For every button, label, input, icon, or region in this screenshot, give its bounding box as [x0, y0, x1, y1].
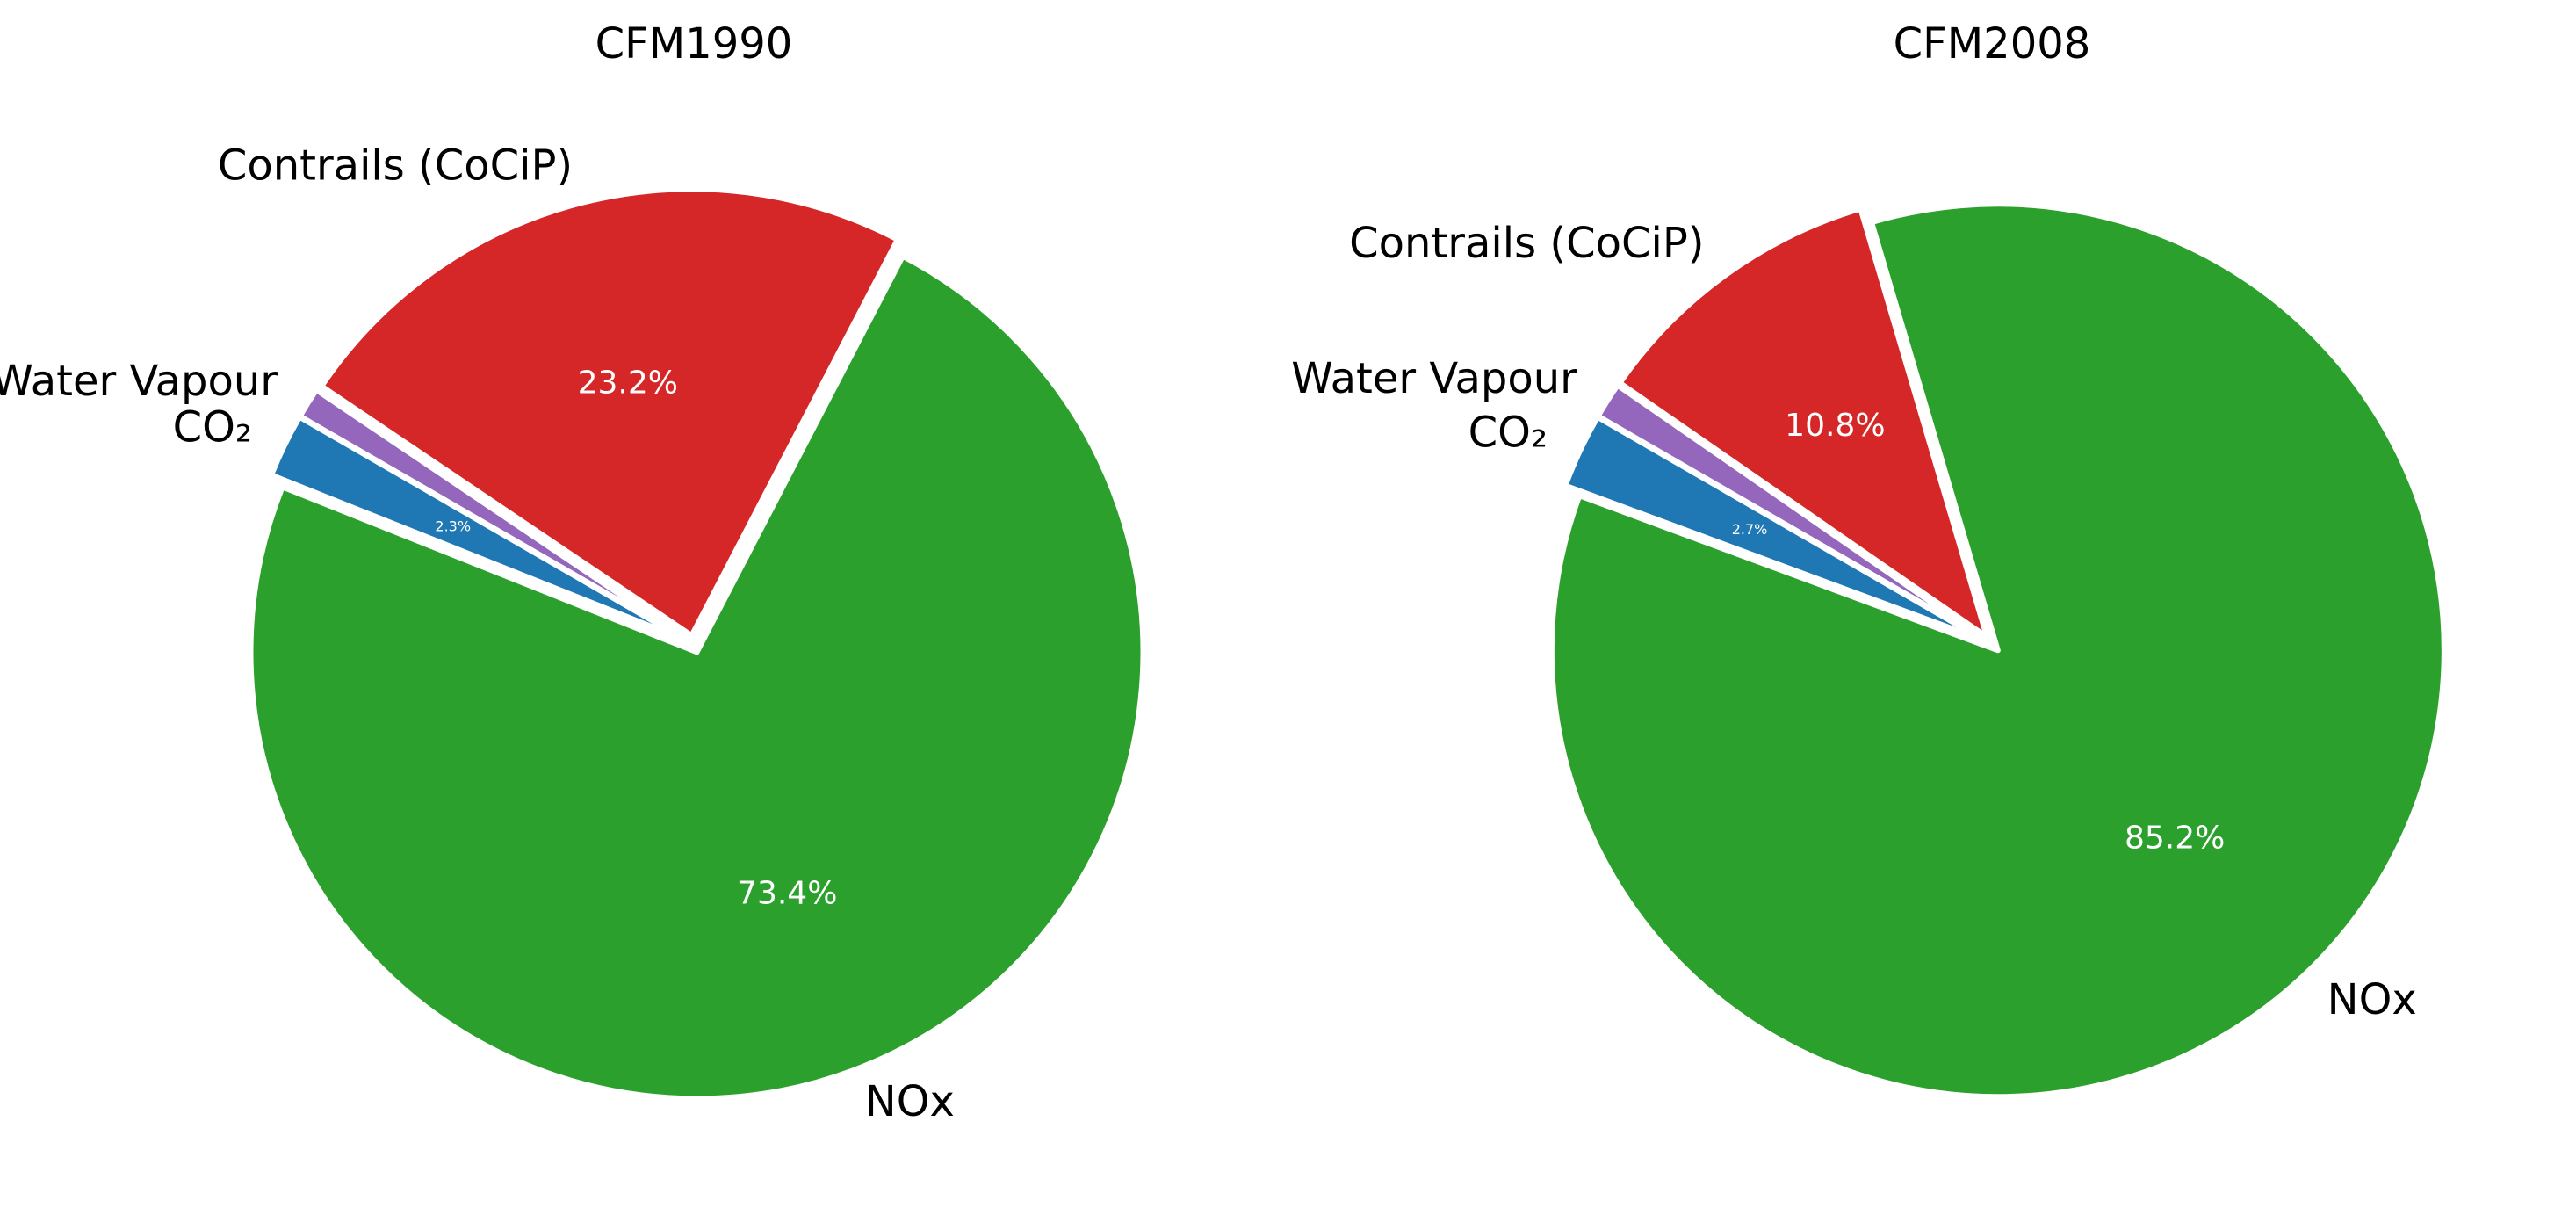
pie-slice-water-vapour: [1595, 382, 1988, 642]
slice-label-co2: CO₂: [1468, 409, 1548, 458]
pie-slice-nox: [248, 253, 1146, 1102]
slice-label-water-vapour: Water Vapour: [0, 357, 278, 406]
slice-label-co2: CO₂: [173, 402, 253, 452]
pie-labels-cfm1990: CO₂ 2.3% NOx 73.4% Contrails (CoCiP) 23.2% Wat…: [0, 141, 955, 1125]
pie-chart-cfm2008: CFM2008 CO₂ 2.7% NOx 85.2% Contrails (CoCiP)…: [1291, 19, 2447, 1100]
slice-label-nox: NOx: [865, 1077, 955, 1126]
pie-slices-cfm1990: [248, 186, 1146, 1102]
pie-slice-contrails-cocip: [319, 186, 900, 639]
pie-chart-cfm1990: CFM1990 CO₂ 2.3% NOx 73.4% Contrails (CoCiP)…: [0, 19, 1146, 1126]
pie-slice-water-vapour: [297, 387, 689, 642]
slice-label-nox: NOx: [2327, 975, 2417, 1024]
pct-label-co2: 2.7%: [1732, 521, 1768, 538]
chart-title-cfm1990: CFM1990: [595, 19, 793, 69]
pct-label-contrails-cocip: 23.2%: [578, 365, 678, 402]
pct-label-contrails-cocip: 10.8%: [1785, 408, 1885, 444]
slice-label-contrails-cocip: Contrails (CoCiP): [218, 141, 573, 190]
pie-labels-cfm2008: CO₂ 2.7% NOx 85.2% Contrails (CoCiP) 10.8% Wat…: [1291, 219, 2417, 1024]
slice-label-water-vapour: Water Vapour: [1291, 354, 1577, 403]
pie-slices-cfm2008: [1548, 201, 2447, 1100]
pct-label-co2: 2.3%: [435, 518, 471, 535]
chart-title-cfm2008: CFM2008: [1894, 19, 2091, 69]
pct-label-nox: 73.4%: [737, 876, 837, 912]
pie-slice-nox: [1548, 201, 2447, 1100]
pct-label-nox: 85.2%: [2125, 821, 2225, 857]
slice-label-contrails-cocip: Contrails (CoCiP): [1349, 219, 1704, 268]
pie-slice-contrails-cocip: [1617, 206, 1990, 640]
